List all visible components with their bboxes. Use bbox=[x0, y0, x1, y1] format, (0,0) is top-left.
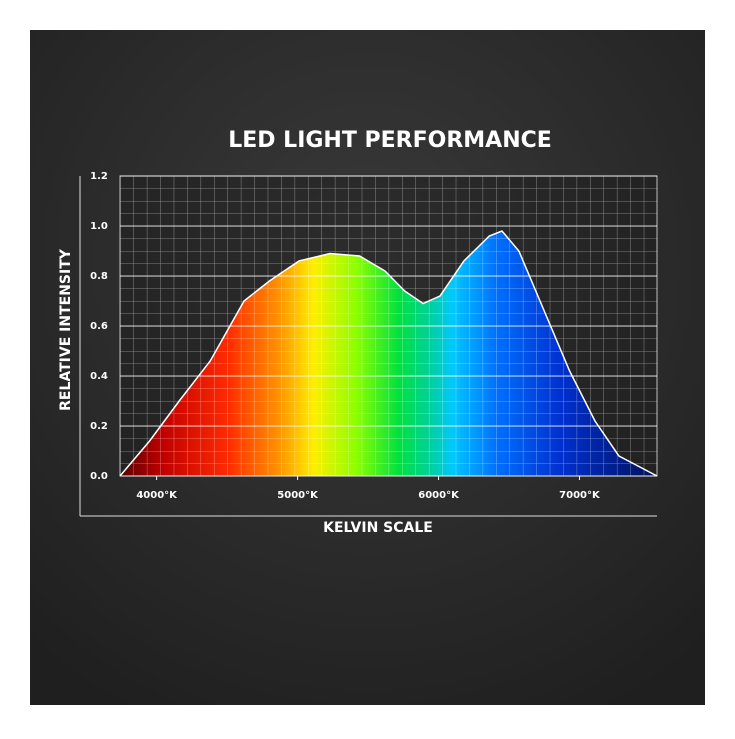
x-tick-label: 6000°K bbox=[418, 490, 460, 501]
x-tick-label: 4000°K bbox=[136, 490, 178, 501]
y-tick-label: 1.0 bbox=[90, 221, 108, 232]
y-tick-label: 0.2 bbox=[90, 421, 108, 432]
y-tick-label: 0.6 bbox=[90, 321, 108, 332]
y-tick-label: 0.4 bbox=[90, 371, 108, 382]
y-tick-label: 0.0 bbox=[90, 471, 108, 482]
x-tick-label: 7000°K bbox=[559, 490, 601, 501]
y-tick-label: 0.8 bbox=[90, 271, 108, 282]
x-tick-label: 5000°K bbox=[277, 490, 319, 501]
plot-frame bbox=[119, 175, 658, 477]
spectrum-outline bbox=[119, 230, 658, 477]
chart-title: LED LIGHT PERFORMANCE bbox=[228, 128, 552, 153]
x-axis-title: KELVIN SCALE bbox=[323, 520, 433, 536]
y-tick-label: 1.2 bbox=[90, 171, 108, 182]
y-axis-title: RELATIVE INTENSITY bbox=[58, 248, 74, 411]
